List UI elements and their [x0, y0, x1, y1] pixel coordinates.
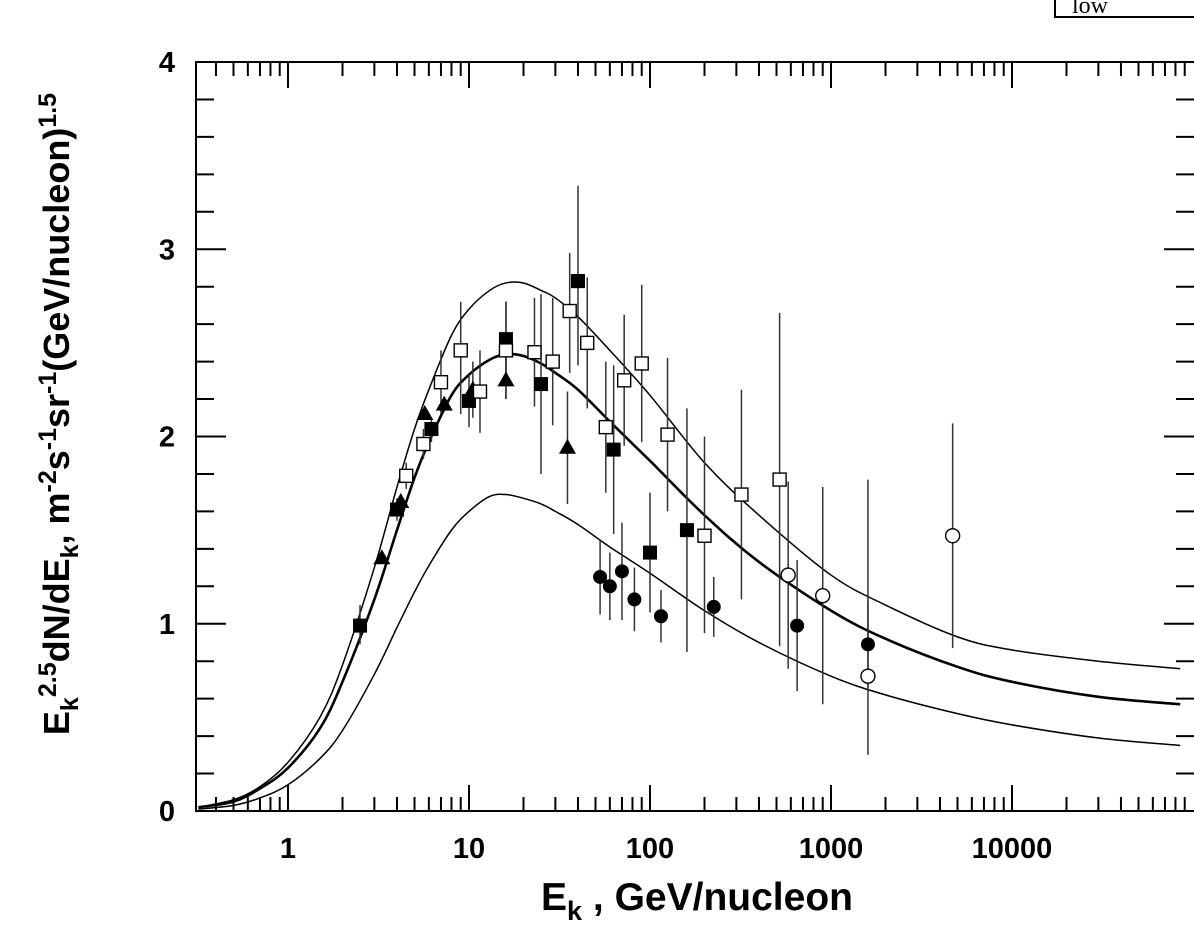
filled-square-point — [643, 545, 657, 560]
open-square-point — [433, 374, 449, 390]
y-label-part: , m — [36, 492, 77, 544]
open-square-point — [580, 335, 595, 351]
open-square-point — [562, 303, 577, 319]
open-square-point — [527, 345, 542, 360]
model-curve-2 — [198, 352, 1181, 809]
y-label-part: dN/dE — [36, 558, 77, 662]
open-circle-point — [815, 587, 831, 604]
plot-frame — [195, 61, 1194, 812]
filled-circle-point — [627, 592, 642, 607]
open-square-point — [772, 472, 787, 487]
filled-square-point — [424, 422, 439, 437]
x-tick-label: 1000 — [799, 833, 864, 865]
error-bars — [359, 185, 954, 755]
y-label-part: -1 — [34, 428, 62, 450]
y-label-part: -1 — [34, 372, 62, 394]
filled-square-point — [462, 393, 476, 408]
y-tick-label: 1 — [159, 609, 175, 641]
filled-square-point — [570, 274, 585, 289]
y-label-part: (GeV/nucleon) — [36, 128, 77, 372]
x-tick-label: 10000 — [972, 833, 1053, 865]
filled-square-point — [679, 523, 694, 538]
y-label-part: sr — [36, 394, 77, 428]
y-tick-label: 4 — [159, 47, 175, 79]
filled-circle-point — [860, 637, 875, 652]
filled-square-point — [353, 618, 368, 633]
y-label-part: k — [56, 544, 84, 558]
model-curves — [198, 281, 1181, 810]
filled-triangle-point — [416, 405, 434, 421]
open-square-point — [734, 487, 749, 502]
filled-circle-point — [593, 569, 608, 584]
open-square-point — [498, 343, 514, 358]
x-label-base: E — [541, 876, 567, 919]
axis-ticks — [196, 61, 1194, 812]
x-tick-label: 100 — [626, 833, 674, 865]
data-points — [353, 274, 961, 684]
filled-square-point — [389, 502, 404, 517]
x-label-sub: k — [567, 896, 583, 926]
filled-circle-point — [614, 564, 629, 579]
y-tick-label: 3 — [159, 234, 175, 266]
open-square-point — [697, 528, 712, 543]
y-label-part: 1.5 — [34, 93, 62, 128]
open-square-point — [598, 419, 614, 435]
open-square-point — [399, 468, 414, 484]
open-circle-point — [780, 567, 796, 583]
filled-triangle-point — [373, 549, 391, 565]
model-curve-3 — [198, 493, 1181, 810]
plot-border — [195, 61, 1194, 812]
filled-circle-point — [706, 599, 721, 614]
open-circle-point — [860, 668, 876, 684]
filled-triangle-point — [435, 395, 453, 411]
y-label-part: 2.5 — [34, 662, 62, 697]
corner-box-frame — [1054, 0, 1194, 18]
corner-box-text: low — [1072, 0, 1109, 19]
open-square-point — [616, 373, 632, 388]
y-label-part: E — [36, 711, 77, 735]
corner-legend-box: low — [1054, 0, 1194, 19]
open-circle-point — [944, 528, 961, 544]
filled-square-point — [498, 332, 513, 347]
x-axis-label: Ek , GeV/nucleon — [541, 876, 853, 926]
filled-square-point — [534, 377, 549, 392]
x-label-rest: , GeV/nucleon — [582, 876, 853, 919]
filled-circle-point — [790, 618, 805, 633]
model-curve-1 — [198, 281, 1181, 808]
x-tick-label: 10 — [453, 833, 485, 865]
tick-labels: 1 10 100 1000 10000 0 1 2 3 4 — [159, 47, 1052, 865]
open-square-point — [472, 384, 488, 399]
y-tick-label: 0 — [159, 796, 175, 828]
filled-triangle-point — [558, 438, 576, 454]
open-square-point — [634, 356, 649, 371]
y-label-part: -2 — [34, 470, 62, 492]
open-square-point — [660, 427, 675, 442]
open-square-point — [545, 354, 560, 369]
filled-circle-point — [602, 579, 617, 594]
y-label-part: k — [56, 697, 84, 711]
filled-square-point — [606, 442, 621, 457]
x-tick-label: 1 — [280, 833, 296, 865]
filled-circle-point — [653, 609, 668, 624]
y-axis-label: Ek2.5dN/dEk, m-2s-1sr-1(GeV/nucleon)1.5 — [34, 93, 84, 735]
y-label-part: s — [36, 450, 77, 470]
open-square-point — [416, 436, 431, 452]
filled-triangle-point — [497, 371, 515, 387]
y-tick-label: 2 — [159, 422, 175, 454]
open-square-point — [453, 343, 468, 358]
